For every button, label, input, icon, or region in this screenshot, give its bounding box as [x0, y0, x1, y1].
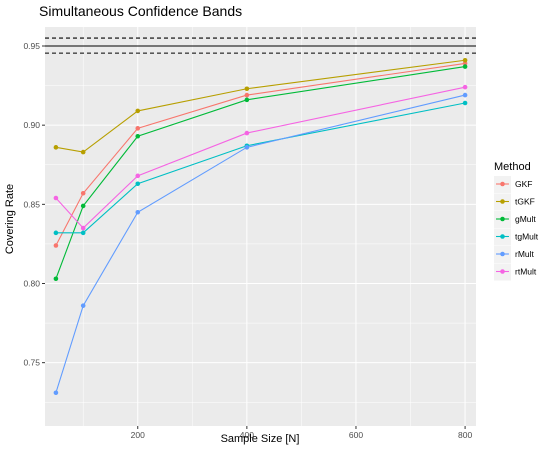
- data-point-tgkf: [244, 86, 250, 92]
- data-point-gmult: [462, 64, 468, 69]
- series-layer: [53, 57, 468, 396]
- y-tick-label: 0.85: [23, 199, 40, 209]
- data-point-gmult: [244, 97, 250, 103]
- data-point-gkf: [244, 92, 250, 98]
- data-point-tgmult: [462, 100, 468, 106]
- data-point-rmult: [135, 209, 141, 215]
- grid-minor: [45, 27, 476, 426]
- legend-title: Method: [494, 161, 531, 173]
- legend-label-rmult: rMult: [515, 249, 535, 259]
- data-point-tgkf: [80, 149, 86, 155]
- data-point-gkf: [135, 126, 141, 131]
- data-point-tgmult: [53, 230, 59, 236]
- legend-marker-tgmult: [500, 234, 505, 239]
- y-tick-label: 0.90: [23, 120, 40, 130]
- data-point-gmult: [53, 276, 59, 282]
- data-point-rtmult: [462, 84, 468, 90]
- data-point-rmult: [53, 390, 59, 396]
- data-point-rtmult: [135, 173, 141, 179]
- legend-label-tgkf: tGKF: [515, 197, 535, 207]
- data-point-gkf: [53, 243, 59, 248]
- data-point-tgmult: [80, 230, 86, 236]
- data-point-rmult: [244, 145, 250, 150]
- data-point-tgkf: [135, 108, 141, 114]
- legend-marker-gmult: [500, 216, 505, 222]
- data-point-tgkf: [53, 145, 59, 150]
- data-point-rmult: [80, 303, 86, 308]
- y-tick-label: 0.95: [23, 41, 40, 51]
- x-tick-label: 600: [349, 430, 363, 440]
- reference-lines: [45, 37, 476, 54]
- y-tick-label: 0.75: [23, 358, 40, 368]
- data-point-gkf: [462, 61, 468, 66]
- data-point-rtmult: [53, 195, 59, 201]
- data-point-tgmult: [135, 181, 141, 187]
- legend-label-tgmult: tgMult: [515, 232, 539, 242]
- x-axis: 200 400 600 800: [131, 426, 472, 440]
- x-tick-label: 800: [458, 430, 472, 440]
- legend-marker-rtmult: [500, 269, 505, 274]
- data-point-rmult: [462, 92, 468, 98]
- x-tick-label: 200: [131, 430, 145, 440]
- legend-label-gmult: gMult: [515, 214, 536, 224]
- y-axis: 0.75 0.80 0.85 0.90 0.95: [23, 41, 45, 368]
- chart-title: Simultaneous Confidence Bands: [39, 3, 242, 19]
- y-tick-label: 0.80: [23, 279, 40, 289]
- y-axis-title: Covering Rate: [4, 184, 16, 254]
- data-point-tgkf: [462, 57, 468, 63]
- legend-marker-gkf: [500, 181, 505, 187]
- data-point-gmult: [135, 133, 141, 139]
- legend-label-rtmult: rtMult: [515, 267, 537, 277]
- legend-marker-rmult: [500, 251, 505, 257]
- x-tick-label: 400: [240, 430, 254, 440]
- data-point-gkf: [80, 190, 86, 196]
- x-axis-title: Sample Size [N]: [221, 433, 300, 445]
- data-point-gmult: [80, 203, 86, 209]
- legend-marker-tgkf: [500, 199, 505, 204]
- data-point-rtmult: [244, 130, 250, 136]
- data-point-rtmult: [80, 225, 86, 231]
- legend-label-gkf: GKF: [515, 179, 532, 189]
- legend: Method GKF tGKF gMult tgMult rMult rtMult: [494, 161, 539, 281]
